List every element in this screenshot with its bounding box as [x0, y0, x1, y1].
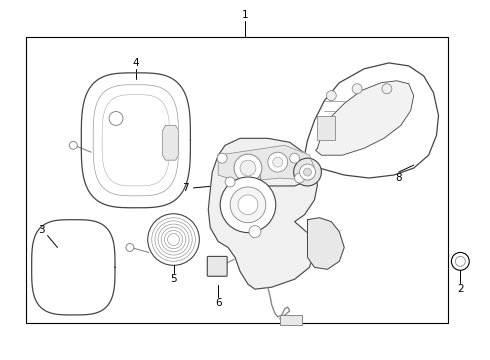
Circle shape: [249, 226, 261, 238]
Circle shape: [382, 84, 392, 94]
Text: 2: 2: [457, 284, 464, 294]
Text: 1: 1: [242, 10, 248, 20]
Circle shape: [268, 152, 288, 172]
Polygon shape: [255, 160, 308, 186]
Circle shape: [294, 158, 321, 186]
Circle shape: [240, 160, 256, 176]
Circle shape: [230, 187, 266, 223]
Bar: [318, 116, 335, 140]
Polygon shape: [208, 138, 318, 289]
Polygon shape: [163, 125, 178, 160]
Circle shape: [290, 153, 299, 163]
Circle shape: [299, 164, 316, 180]
Text: 7: 7: [182, 183, 189, 193]
Circle shape: [220, 177, 276, 233]
Circle shape: [217, 153, 227, 163]
Circle shape: [234, 154, 262, 182]
Bar: [248, 164, 260, 180]
Polygon shape: [32, 220, 115, 315]
Polygon shape: [218, 145, 315, 182]
Circle shape: [70, 141, 77, 149]
Polygon shape: [305, 63, 439, 178]
Text: 5: 5: [170, 274, 177, 284]
Circle shape: [109, 112, 123, 125]
Circle shape: [126, 243, 134, 251]
Bar: [25, 37, 448, 323]
Circle shape: [273, 157, 283, 167]
Circle shape: [263, 191, 271, 199]
FancyBboxPatch shape: [207, 256, 227, 276]
Circle shape: [225, 177, 235, 187]
Circle shape: [352, 84, 362, 94]
Circle shape: [451, 252, 469, 270]
Circle shape: [303, 168, 312, 176]
Text: 3: 3: [38, 225, 45, 235]
Text: 6: 6: [215, 298, 221, 308]
Polygon shape: [316, 81, 414, 155]
Circle shape: [326, 91, 336, 100]
Circle shape: [294, 173, 305, 183]
Text: 4: 4: [132, 58, 139, 68]
Circle shape: [455, 256, 466, 266]
Bar: [280, 315, 301, 325]
Polygon shape: [308, 218, 344, 269]
Circle shape: [238, 195, 258, 215]
Text: 8: 8: [395, 173, 402, 183]
Polygon shape: [81, 73, 191, 208]
Circle shape: [148, 214, 199, 265]
